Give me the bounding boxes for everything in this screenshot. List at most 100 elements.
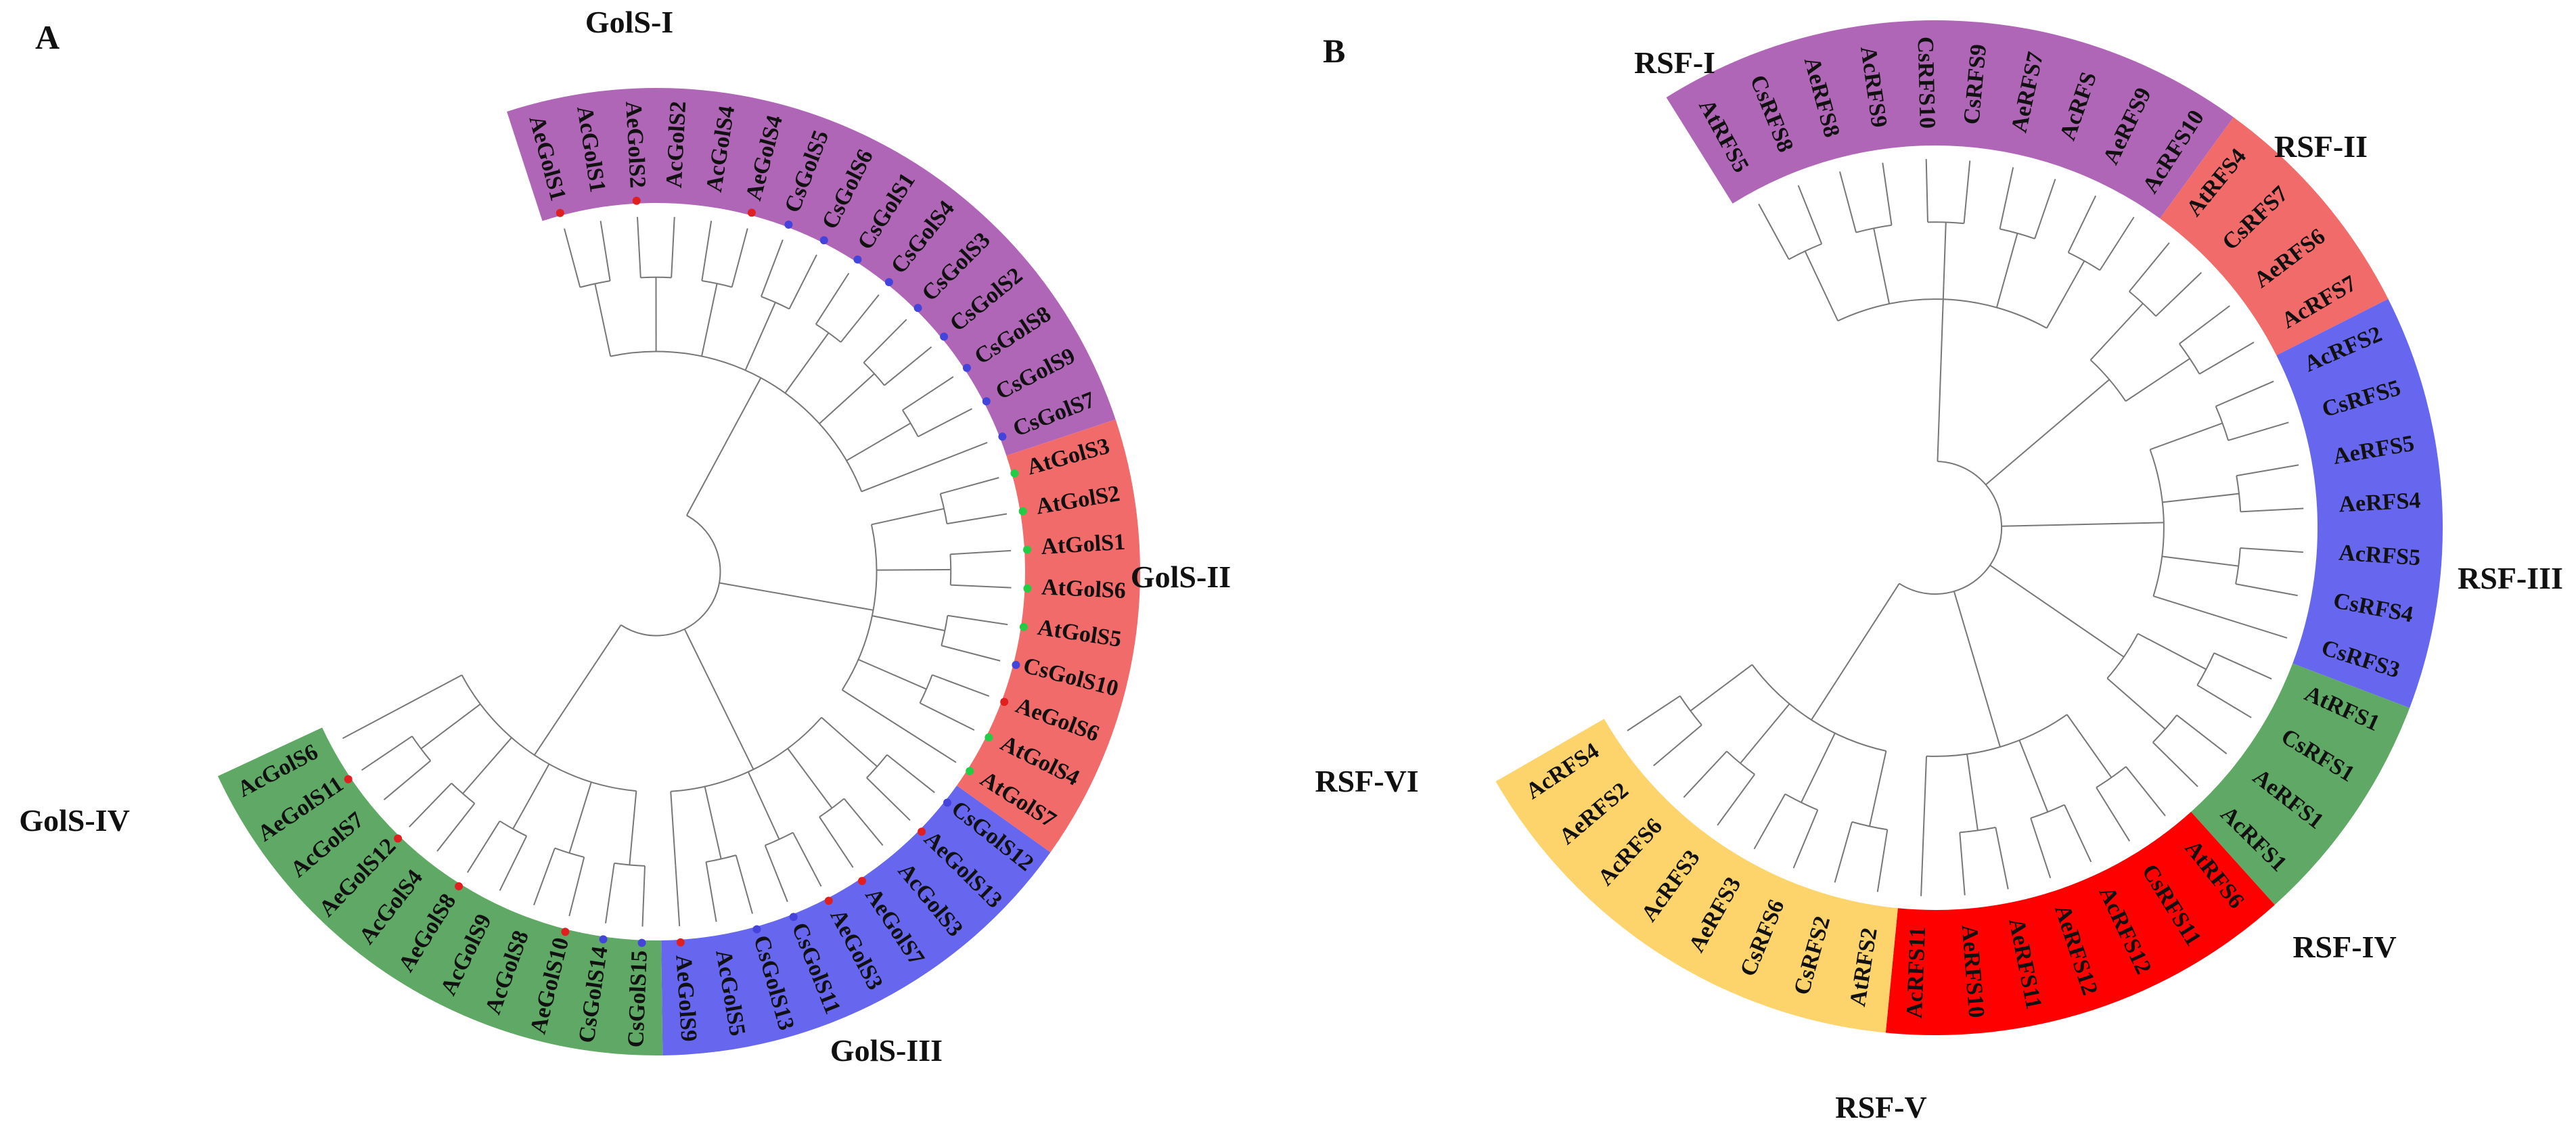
branch [904, 729, 957, 763]
branch [2162, 555, 2239, 567]
branch [744, 302, 776, 371]
branch-arc [2236, 475, 2242, 512]
branch-arc [1751, 664, 1886, 752]
branch [409, 782, 452, 827]
branch [760, 240, 784, 297]
branch [1801, 733, 1836, 803]
branch [2155, 272, 2202, 317]
branch [764, 845, 788, 903]
branch [2129, 242, 2170, 292]
branch [568, 781, 592, 854]
branch [843, 798, 884, 846]
branch [670, 791, 677, 866]
panel-label-a: A [35, 18, 60, 56]
leaf-marker [1023, 545, 1032, 554]
branch [872, 615, 945, 632]
branch [533, 848, 556, 906]
leaf-marker [1019, 622, 1028, 631]
branch [383, 760, 431, 800]
leaf-label: AeGolS2 [620, 101, 650, 189]
branch [637, 217, 641, 278]
branch [1985, 379, 2110, 486]
leaf-marker [556, 208, 564, 217]
branch [1653, 724, 1702, 767]
branch [940, 477, 999, 495]
branch [819, 816, 854, 868]
clade-label-rsf-v: RSF-V [1835, 1090, 1926, 1124]
leaf-marker [858, 877, 867, 886]
branch-arc [702, 280, 732, 288]
branch [2235, 583, 2298, 597]
leaf-marker [943, 798, 951, 807]
clade-band-gols-iii [661, 786, 1051, 1055]
branch [871, 507, 945, 526]
branch [1838, 171, 1857, 233]
branch [2125, 358, 2190, 402]
branch [2150, 422, 2223, 451]
branch [2002, 522, 2164, 527]
branch [950, 549, 1012, 555]
branch [2106, 677, 2166, 730]
branch [594, 283, 612, 357]
branch [784, 332, 830, 394]
leaf-marker [599, 935, 608, 944]
branch [947, 614, 1008, 626]
branch [2215, 380, 2274, 407]
branch [1758, 204, 1790, 260]
branch [2137, 633, 2207, 670]
branch [1959, 832, 1966, 896]
leaf-marker [561, 928, 570, 936]
root-arc [1899, 460, 2003, 595]
branch [1797, 185, 1823, 244]
clade-label-gols-i: GolS-I [585, 5, 673, 39]
leaf-label: AtGolS6 [1041, 574, 1126, 604]
clade-band-rsf-i [1666, 20, 2234, 219]
clade-label-rsf-ii: RSF-II [2274, 129, 2368, 164]
branch [902, 376, 954, 411]
branch [361, 735, 413, 771]
branch [819, 373, 875, 424]
branch [1920, 833, 1924, 896]
branch [735, 855, 753, 914]
branch [396, 674, 463, 711]
branch-arc [1679, 696, 1702, 726]
branch [1717, 773, 1755, 826]
branch-arc [1784, 793, 1818, 811]
branch [2153, 595, 2228, 620]
branch [747, 771, 780, 840]
branch [1690, 664, 1753, 712]
leaf-marker [676, 938, 685, 947]
leaf-label: AcRFS5 [2338, 540, 2421, 570]
branch [2162, 493, 2240, 503]
branch [2226, 618, 2288, 639]
branch [683, 629, 754, 770]
leaf-marker [1023, 584, 1032, 593]
branch [2240, 547, 2303, 553]
leaf-marker [966, 767, 974, 775]
leaf-marker [747, 208, 756, 217]
branch [2096, 787, 2131, 842]
branch [1834, 821, 1853, 883]
leaf-marker [784, 220, 793, 229]
branch [641, 865, 646, 927]
leaf-label: AtGolS1 [1040, 530, 1126, 560]
leaf-marker [789, 913, 798, 921]
leaf-marker [1010, 469, 1019, 478]
leaf-marker [1018, 507, 1027, 516]
branch [1753, 794, 1786, 850]
branch [792, 832, 822, 887]
leaf-marker [853, 255, 862, 264]
branch [731, 228, 748, 288]
branch [2089, 302, 2144, 361]
clade-label-gols-ii: GolS-II [1131, 560, 1231, 594]
leaf-marker [1000, 698, 1009, 706]
branch [941, 645, 1001, 662]
branch [787, 748, 833, 809]
branch [863, 319, 907, 363]
branch-arc [2235, 547, 2241, 585]
branch [884, 346, 932, 386]
branch [466, 821, 501, 873]
branch [2152, 742, 2198, 788]
branch [2066, 714, 2112, 778]
